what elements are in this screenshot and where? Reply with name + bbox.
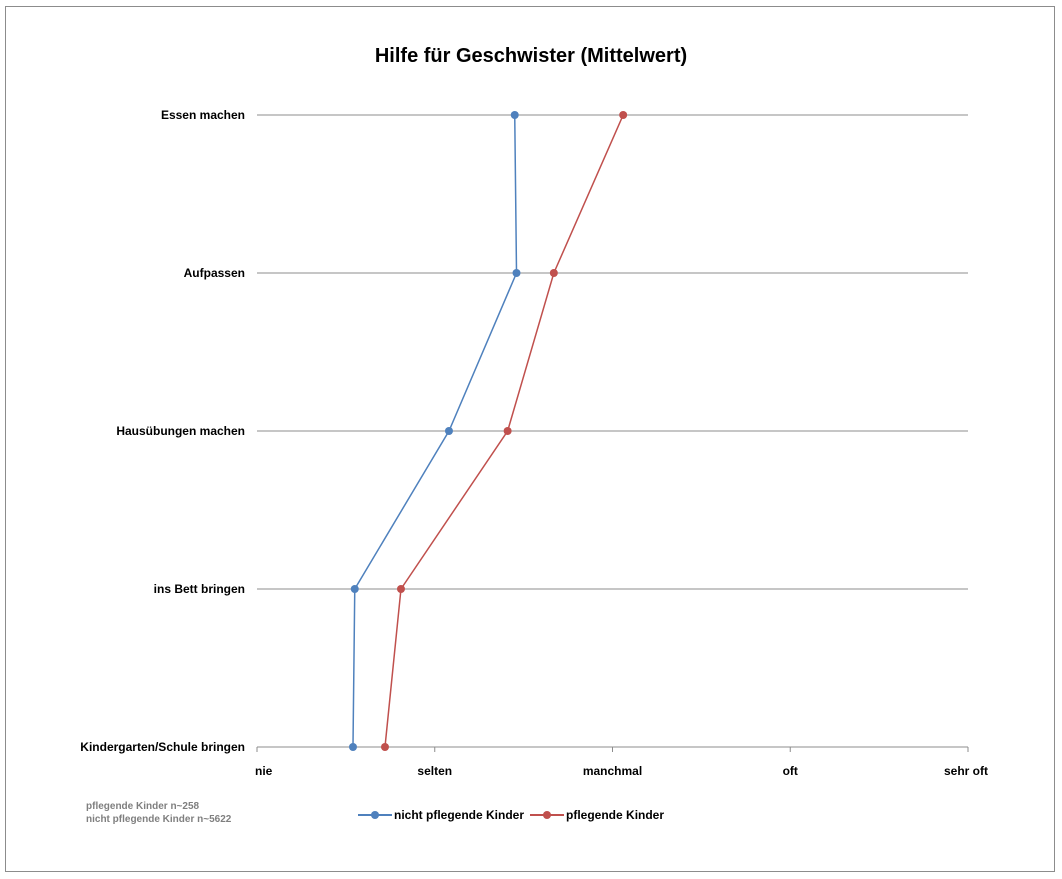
category-label: Kindergarten/Schule bringen [80,740,245,754]
x-tick-label: selten [417,764,452,778]
legend-label: pflegende Kinder [566,808,665,822]
note-line: nicht pflegende Kinder n~5622 [86,814,232,825]
data-point [350,585,359,593]
data-point [549,269,558,277]
legend-swatch-icon [530,810,565,820]
category-label: ins Bett bringen [154,582,245,596]
note-line: pflegende Kinder n~258 [86,801,200,812]
gridlines [256,114,969,752]
x-tick-label: oft [783,764,798,778]
x-tick-label: sehr oft [944,764,988,778]
category-label: Hausübungen machen [116,424,245,438]
data-point [512,269,521,277]
data-point [444,427,453,435]
legend: nicht pflegende Kinder pflegende Kinder [358,808,670,822]
data-point [510,111,519,119]
category-label: Essen machen [161,108,245,122]
chart-title: Hilfe für Geschwister (Mittelwert) [374,45,688,67]
series-group [348,111,628,751]
data-point [503,427,512,435]
legend-label: nicht pflegende Kinder [394,808,525,822]
legend-swatch-icon [358,810,392,820]
legend-item-nicht-pflegende: nicht pflegende Kinder [358,808,524,822]
data-point [396,585,405,593]
x-tick-labels: nie selten manchmal oft sehr oft [255,764,988,778]
sample-notes: pflegende Kinder n~258 nicht pflegende K… [86,800,231,826]
x-tick-label: nie [255,764,273,778]
chart-frame [5,6,1055,872]
data-point [348,743,357,751]
legend-item-pflegende: pflegende Kinder [530,808,664,822]
data-point [619,111,628,119]
data-point [380,743,389,751]
category-labels: Essen machen Aufpassen Hausübungen machen i… [80,108,245,754]
category-label: Aufpassen [184,266,245,280]
x-tick-label: manchmal [583,764,642,778]
